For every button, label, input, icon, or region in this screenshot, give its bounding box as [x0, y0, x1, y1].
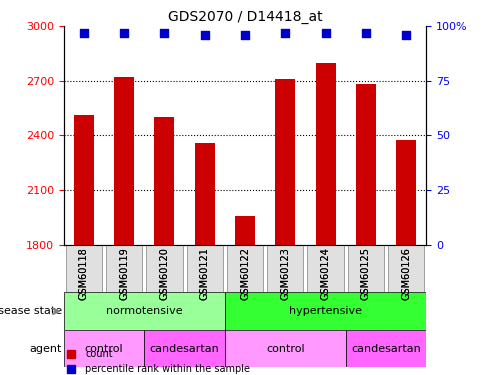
FancyBboxPatch shape	[225, 292, 426, 330]
Text: candesartan: candesartan	[351, 344, 421, 354]
Text: GSM60124: GSM60124	[320, 247, 331, 300]
FancyBboxPatch shape	[307, 245, 343, 292]
Text: control: control	[266, 344, 305, 354]
FancyBboxPatch shape	[66, 245, 102, 292]
FancyBboxPatch shape	[267, 245, 303, 292]
FancyBboxPatch shape	[346, 330, 426, 368]
Text: GSM60120: GSM60120	[159, 247, 170, 300]
Point	[281, 30, 289, 36]
Point	[161, 30, 169, 36]
Text: percentile rank within the sample: percentile rank within the sample	[85, 364, 250, 374]
Bar	[114, 77, 134, 245]
Text: GSM60118: GSM60118	[79, 247, 89, 300]
Text: candesartan: candesartan	[149, 344, 220, 354]
Bar	[275, 79, 295, 245]
Text: GSM60120: GSM60120	[159, 247, 170, 300]
Text: GSM60121: GSM60121	[200, 247, 210, 300]
Text: GSM60126: GSM60126	[401, 247, 411, 300]
FancyBboxPatch shape	[64, 292, 225, 330]
FancyBboxPatch shape	[187, 245, 223, 292]
Text: disease state: disease state	[0, 306, 62, 316]
FancyBboxPatch shape	[348, 245, 384, 292]
Text: GSM60125: GSM60125	[361, 247, 371, 300]
Text: GSM60118: GSM60118	[79, 247, 89, 300]
Point	[241, 32, 249, 38]
Bar	[154, 117, 174, 244]
Text: agent: agent	[29, 344, 62, 354]
FancyBboxPatch shape	[388, 245, 424, 292]
Bar	[316, 63, 336, 244]
Text: GSM60125: GSM60125	[361, 247, 371, 300]
Text: GSM60121: GSM60121	[200, 247, 210, 300]
Text: normotensive: normotensive	[106, 306, 183, 316]
Text: GSM60123: GSM60123	[280, 247, 290, 300]
FancyBboxPatch shape	[64, 330, 144, 368]
FancyBboxPatch shape	[147, 245, 183, 292]
Text: GSM60122: GSM60122	[240, 247, 250, 300]
Bar	[396, 140, 416, 244]
FancyBboxPatch shape	[227, 245, 263, 292]
Text: GSM60124: GSM60124	[320, 247, 331, 300]
Text: GSM60119: GSM60119	[119, 247, 129, 300]
Text: GSM60126: GSM60126	[401, 247, 411, 300]
Text: control: control	[85, 344, 123, 354]
Point	[362, 30, 370, 36]
FancyBboxPatch shape	[106, 245, 142, 292]
Bar	[195, 143, 215, 244]
Bar	[235, 216, 255, 244]
FancyBboxPatch shape	[144, 330, 225, 368]
Point	[201, 32, 209, 38]
FancyBboxPatch shape	[225, 330, 346, 368]
Point	[321, 30, 329, 36]
Point	[80, 30, 88, 36]
Text: GSM60123: GSM60123	[280, 247, 290, 300]
Text: GSM60119: GSM60119	[119, 247, 129, 300]
Text: count: count	[85, 349, 113, 359]
Title: GDS2070 / D14418_at: GDS2070 / D14418_at	[168, 10, 322, 24]
Point	[402, 32, 410, 38]
Text: GSM60122: GSM60122	[240, 247, 250, 300]
Text: hypertensive: hypertensive	[289, 306, 362, 316]
Bar	[356, 84, 376, 245]
Bar	[74, 116, 94, 244]
Point	[120, 30, 128, 36]
